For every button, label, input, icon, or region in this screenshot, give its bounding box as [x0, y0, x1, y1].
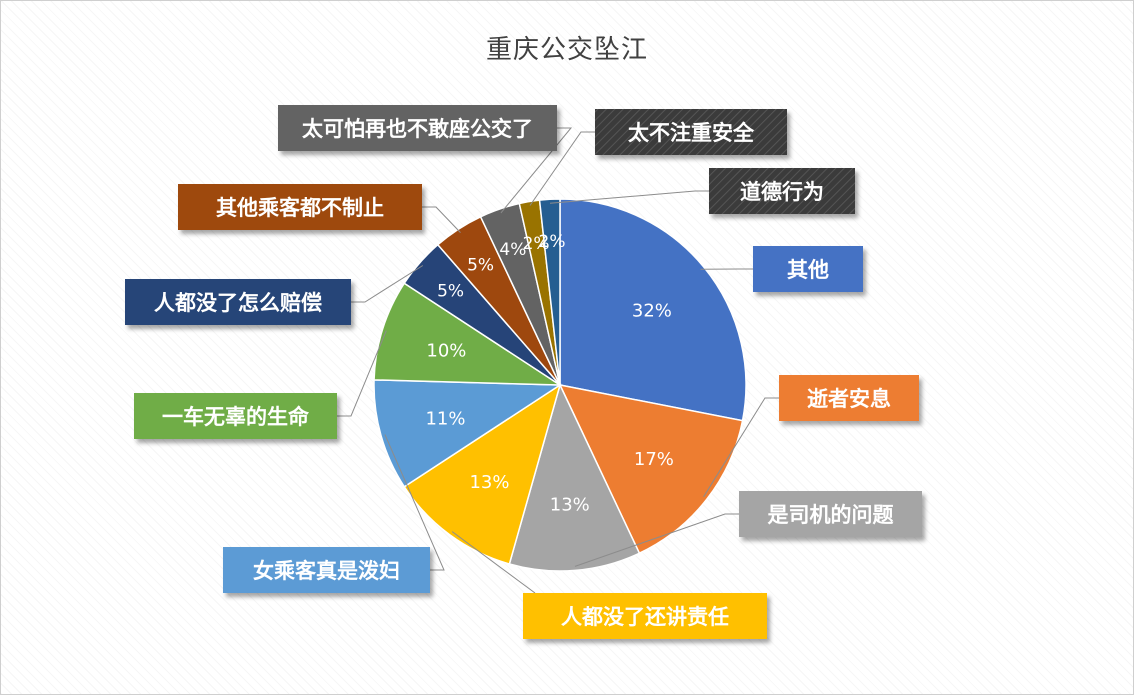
leader-line — [550, 191, 709, 203]
category-label-box: 人都没了还讲责任 — [523, 593, 767, 639]
data-label-percent: 5% — [437, 282, 464, 302]
category-label-box: 一车无辜的生命 — [134, 393, 337, 439]
data-label-percent: 13% — [469, 472, 509, 493]
category-label: 太不注重安全 — [628, 121, 755, 145]
category-label: 太可怕再也不敢座公交了 — [302, 117, 533, 141]
category-label: 道德行为 — [740, 180, 824, 204]
category-label-box: 道德行为 — [709, 168, 855, 214]
leader-line — [422, 207, 461, 233]
category-label: 其他乘客都不制止 — [216, 196, 384, 220]
data-label-percent: 2% — [539, 232, 566, 252]
category-label: 人都没了还讲责任 — [561, 605, 729, 629]
data-label-percent: 10% — [426, 341, 466, 362]
category-label: 其他 — [787, 258, 829, 282]
category-label: 是司机的问题 — [768, 503, 895, 527]
category-label: 女乘客真是泼妇 — [253, 559, 400, 583]
category-label-box: 太不注重安全 — [595, 109, 787, 155]
category-label-box: 其他 — [753, 246, 863, 292]
category-label: 逝者安息 — [807, 387, 891, 411]
category-label: 人都没了怎么赔偿 — [154, 291, 322, 315]
data-label-percent: 11% — [425, 408, 465, 429]
data-label-percent: 13% — [550, 495, 590, 516]
category-label-box: 其他乘客都不制止 — [178, 184, 422, 230]
category-label-box: 人都没了怎么赔偿 — [125, 279, 351, 325]
category-label-box: 女乘客真是泼妇 — [223, 547, 430, 593]
category-label: 一车无辜的生命 — [162, 405, 310, 429]
data-label-percent: 17% — [634, 449, 674, 470]
category-label-box: 太可怕再也不敢座公交了 — [278, 105, 557, 151]
data-label-percent: 32% — [632, 300, 672, 321]
category-label-box: 是司机的问题 — [739, 491, 922, 537]
data-label-percent: 5% — [467, 256, 494, 276]
category-label-box: 逝者安息 — [779, 375, 919, 421]
